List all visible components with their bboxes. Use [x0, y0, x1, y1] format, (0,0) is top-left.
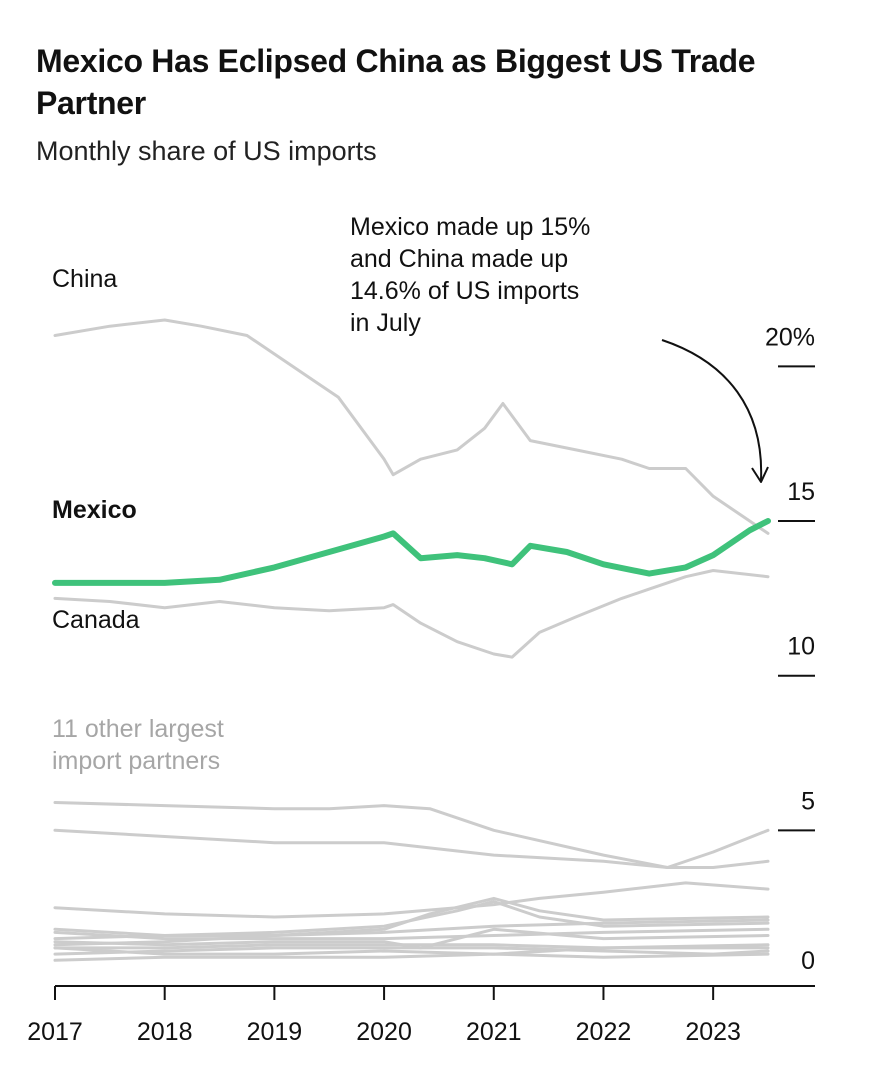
series-label-mexico: Mexico [52, 496, 137, 524]
y-axis: 20% 15 10 5 0 [765, 323, 815, 975]
x-tick-label-2021: 2021 [466, 1018, 522, 1046]
series-line-china [53, 318, 770, 535]
annotation-text: Mexico made up 15% and China made up 14.6%… [350, 213, 590, 337]
series-line-other-8 [53, 918, 770, 937]
x-axis: 2017 2018 2019 2020 2021 2022 2023 [27, 985, 815, 1046]
series-label-canada: Canada [52, 606, 140, 634]
annotation: Mexico made up 15% and China made up 14.6%… [350, 213, 769, 483]
series-labels: China Mexico Canada 11 other largest import … [52, 265, 224, 775]
x-tick-label-2022: 2022 [576, 1018, 632, 1046]
y-tick-label-10: 10 [787, 633, 815, 661]
chart-subtitle: Monthly share of US imports [36, 136, 377, 166]
x-tick-label-2023: 2023 [685, 1018, 741, 1046]
y-tick-label-0: 0 [801, 947, 815, 975]
x-tick-label-2019: 2019 [247, 1018, 303, 1046]
series-line-other-12 [53, 946, 770, 956]
y-tick-label-20: 20% [765, 323, 815, 351]
series-line-canada [53, 569, 770, 659]
series-layer [52, 318, 771, 962]
series-line-other-4 [53, 801, 770, 869]
x-tick-label-2018: 2018 [137, 1018, 193, 1046]
annotation-arrow [661, 339, 763, 481]
annotation-arrowhead [751, 466, 769, 483]
x-tick-label-2020: 2020 [356, 1018, 412, 1046]
y-tick-label-15: 15 [787, 478, 815, 506]
series-line-11-other-largest-import-partners [53, 828, 770, 869]
series-line-other-13 [53, 946, 770, 956]
series-label-11-other-largest-import-partners: 11 other largest import partners [52, 715, 224, 775]
series-line-other-9 [53, 927, 770, 941]
series-line-other-14 [53, 952, 770, 962]
series-label-china: China [52, 265, 117, 293]
y-tick-label-5: 5 [801, 787, 815, 815]
chart-title: Mexico Has Eclipsed China as Biggest US … [36, 43, 756, 121]
x-tick-label-2017: 2017 [27, 1018, 83, 1046]
series-line-mexico [52, 518, 771, 586]
series-line-other-5 [53, 881, 770, 919]
